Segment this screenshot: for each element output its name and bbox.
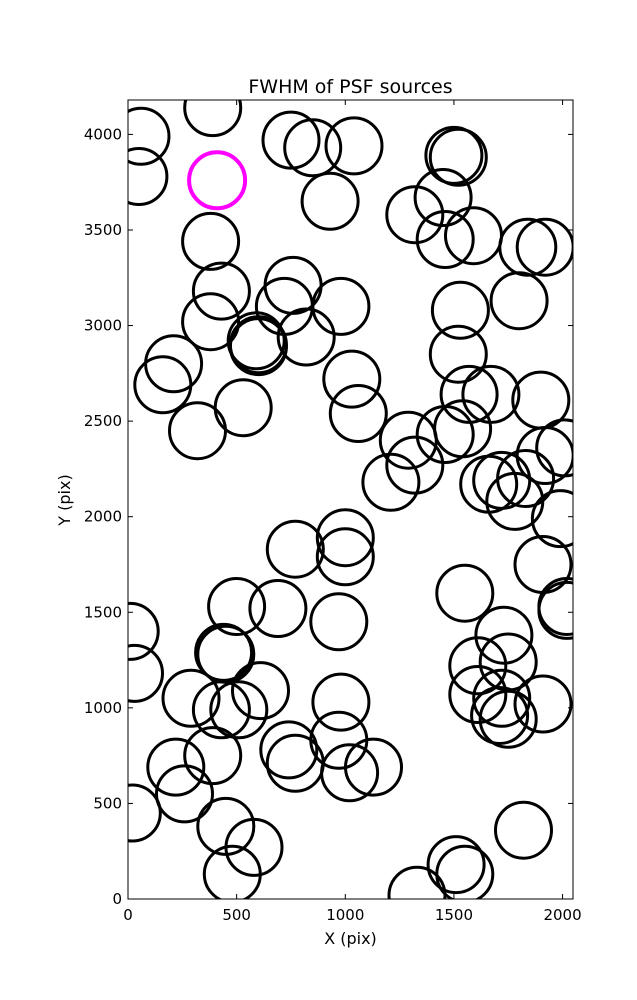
source-marker [283,118,343,178]
source-marker [202,844,262,899]
source-marker [415,405,475,464]
x-tick-label: 500 [222,906,251,924]
source-marker [433,399,493,459]
source-marker [207,577,267,636]
source-marker [320,743,380,803]
source-marker [181,292,241,352]
source-marker [415,210,475,269]
source-marker [128,106,171,166]
y-tick-label: 3000 [84,317,122,335]
source-marker [470,686,530,745]
source-marker [315,508,375,568]
y-tick-label: 1500 [84,603,122,621]
source-marker [254,276,314,336]
x-tick-label: 2000 [543,906,581,924]
source-marker [213,378,273,438]
y-tick-label: 2500 [84,412,122,430]
y-axis: 0 500 1000 1500 2000 2500 3000 3500 4000 [84,125,573,908]
source-marker [435,844,495,899]
source-marker [413,168,473,227]
source-marker [133,355,193,415]
source-marker [144,334,204,394]
x-axis: 0 500 1000 1500 2000 [123,100,582,924]
source-marker [128,783,162,843]
source-marker [448,665,508,724]
x-tick-label: 1000 [326,906,364,924]
source-marker [474,605,534,665]
source-marker [128,147,169,206]
source-marker [309,710,369,770]
plot-frame [127,99,574,900]
x-axis-label: X (pix) [324,929,377,948]
source-marker [324,116,384,176]
source-marker [496,449,556,508]
y-tick-label: 2000 [84,508,122,526]
source-marker [311,276,371,336]
source-marker [231,661,290,721]
source-marker [191,261,251,321]
source-marker [430,280,490,340]
source-marker [300,171,360,231]
source-marker [248,579,308,638]
source-marker [435,563,495,623]
source-marker [311,672,371,732]
source-marker [489,271,549,331]
source-marker [155,764,214,824]
source-marker [228,317,288,377]
source-marker [181,211,241,271]
source-marker [168,401,227,461]
source-marker [537,577,573,636]
source-marker [535,418,573,478]
source-marker [485,471,545,531]
source-marker [265,519,325,579]
source-marker [146,737,206,797]
source-marker [537,580,573,640]
source-marker [385,435,445,495]
source-marker [128,601,160,661]
source-marker [530,489,573,549]
x-tick-label: 1500 [435,906,473,924]
source-marker [309,592,369,652]
source-marker [344,737,403,797]
source-marker [328,384,388,443]
chart-title: FWHM of PSF sources [248,76,452,98]
source-marker [209,680,269,740]
source-marker [259,720,319,780]
source-marker [424,125,484,185]
source-marker [428,324,488,384]
source-marker [385,185,445,245]
source-marker [472,668,532,728]
y-tick-label: 500 [93,794,122,812]
source-marker [276,307,336,367]
source-marker [315,527,375,587]
marker-layer [128,100,573,899]
source-marker [515,217,573,277]
source-marker [361,452,421,512]
y-tick-label: 3500 [84,221,122,239]
y-tick-label: 0 [112,890,122,908]
source-marker [183,726,243,786]
source-marker [428,127,488,187]
source-marker [448,636,508,696]
source-marker [478,689,538,749]
source-marker [513,674,573,734]
source-marker [128,643,164,703]
source-marker [494,800,553,860]
highlighted-source-marker [187,150,248,211]
source-marker [261,110,321,170]
source-marker [426,835,486,895]
y-axis-label: Y (pix) [55,474,74,526]
y-tick-label: 4000 [84,125,122,143]
source-marker [191,680,251,740]
source-marker [378,410,438,470]
source-marker [183,100,243,138]
source-marker [161,668,221,728]
source-marker [226,311,286,371]
source-marker [498,217,558,277]
source-marker [322,349,382,409]
x-tick-label: 0 [123,906,133,924]
y-tick-label: 1000 [84,699,122,717]
